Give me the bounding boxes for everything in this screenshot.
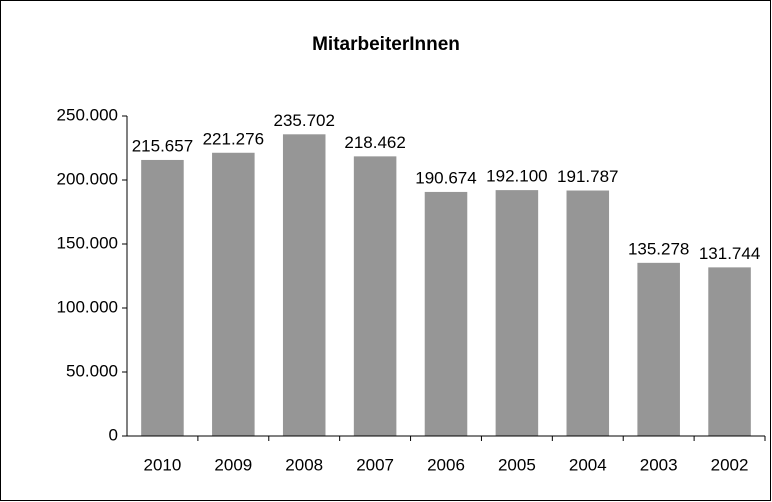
x-tick-label: 2003 [640,455,678,474]
bar [141,159,184,436]
y-tick-label: 100.000 [57,297,118,316]
data-label: 221.276 [203,129,264,148]
x-tick-label: 2002 [711,455,749,474]
y-tick-label: 150.000 [57,233,118,252]
data-label: 190.674 [415,168,476,187]
bar [708,267,751,436]
y-tick-label: 50.000 [66,361,118,380]
data-label: 192.100 [486,167,547,186]
y-tick-label: 250.000 [57,105,118,124]
y-tick-label: 200.000 [57,169,118,188]
bar [212,152,255,436]
data-label: 235.702 [273,111,334,130]
y-tick-label: 0 [109,425,118,444]
x-tick-label: 2010 [144,455,182,474]
data-label: 215.657 [132,136,193,155]
data-label: 131.744 [699,244,760,263]
x-tick-label: 2005 [498,455,536,474]
bar [566,190,610,436]
x-tick-label: 2009 [214,455,252,474]
bar [637,262,680,436]
x-tick-label: 2006 [427,455,465,474]
x-tick-label: 2007 [356,455,394,474]
data-label: 135.278 [628,239,689,258]
bar [424,191,468,436]
bar [282,134,326,436]
x-tick-label: 2008 [285,455,323,474]
chart-title: MitarbeiterInnen [312,34,460,55]
bar [353,156,397,436]
bar [495,190,539,436]
data-label: 191.787 [557,167,618,186]
data-label: 218.462 [344,133,405,152]
x-tick-label: 2004 [569,455,607,474]
